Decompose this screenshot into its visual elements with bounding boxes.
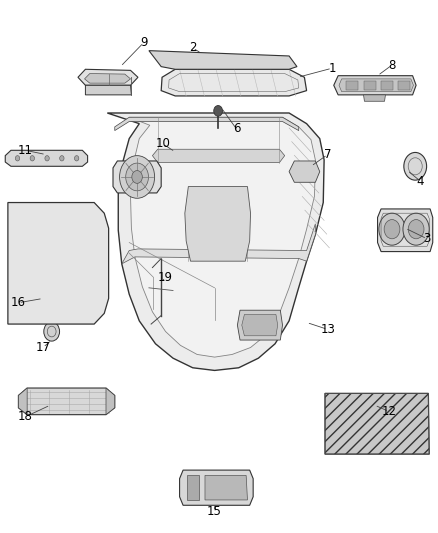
Polygon shape [8,203,109,324]
Polygon shape [205,475,247,500]
Polygon shape [85,74,131,83]
Polygon shape [17,216,94,308]
Circle shape [403,213,429,245]
Polygon shape [106,388,115,415]
Polygon shape [149,51,297,69]
Circle shape [408,220,424,239]
Circle shape [379,213,405,245]
Text: 9: 9 [140,36,148,49]
Circle shape [384,220,400,239]
Polygon shape [289,161,320,182]
Polygon shape [339,79,413,92]
Polygon shape [78,69,138,85]
Polygon shape [334,76,416,95]
Circle shape [214,106,223,116]
Circle shape [60,156,64,161]
Polygon shape [122,224,315,264]
Polygon shape [185,187,251,261]
Polygon shape [180,470,253,505]
Text: 3: 3 [424,232,431,245]
Text: 13: 13 [320,323,335,336]
Circle shape [45,156,49,161]
Text: 4: 4 [417,175,424,188]
Text: 6: 6 [233,123,240,135]
Circle shape [15,156,20,161]
Polygon shape [346,81,358,90]
Polygon shape [129,117,315,357]
Polygon shape [5,150,88,166]
Text: 1: 1 [328,62,336,75]
Polygon shape [237,310,283,340]
Text: 12: 12 [381,405,396,418]
Polygon shape [161,69,307,96]
Polygon shape [113,161,161,193]
Polygon shape [364,95,385,101]
Circle shape [126,163,148,191]
Polygon shape [187,475,199,500]
Text: 11: 11 [18,144,33,157]
Text: 2: 2 [189,42,197,54]
Text: 18: 18 [18,410,33,423]
Circle shape [30,156,35,161]
Text: 7: 7 [324,148,332,161]
Circle shape [120,156,155,198]
Text: 10: 10 [155,138,170,150]
Text: 19: 19 [158,271,173,284]
Circle shape [44,322,60,341]
Polygon shape [325,393,429,454]
Polygon shape [115,117,299,131]
Polygon shape [398,81,410,90]
Polygon shape [364,81,376,90]
Polygon shape [85,85,131,95]
Circle shape [74,156,79,161]
Polygon shape [152,149,285,163]
Text: 15: 15 [206,505,221,518]
Polygon shape [378,209,433,252]
Circle shape [404,152,427,180]
Polygon shape [11,209,101,316]
Polygon shape [107,113,324,370]
Polygon shape [18,388,27,415]
Polygon shape [242,314,278,336]
Text: 16: 16 [11,296,26,309]
Text: 8: 8 [389,59,396,71]
Polygon shape [381,81,393,90]
Circle shape [132,171,142,183]
Polygon shape [18,388,115,415]
Text: 17: 17 [35,341,50,354]
